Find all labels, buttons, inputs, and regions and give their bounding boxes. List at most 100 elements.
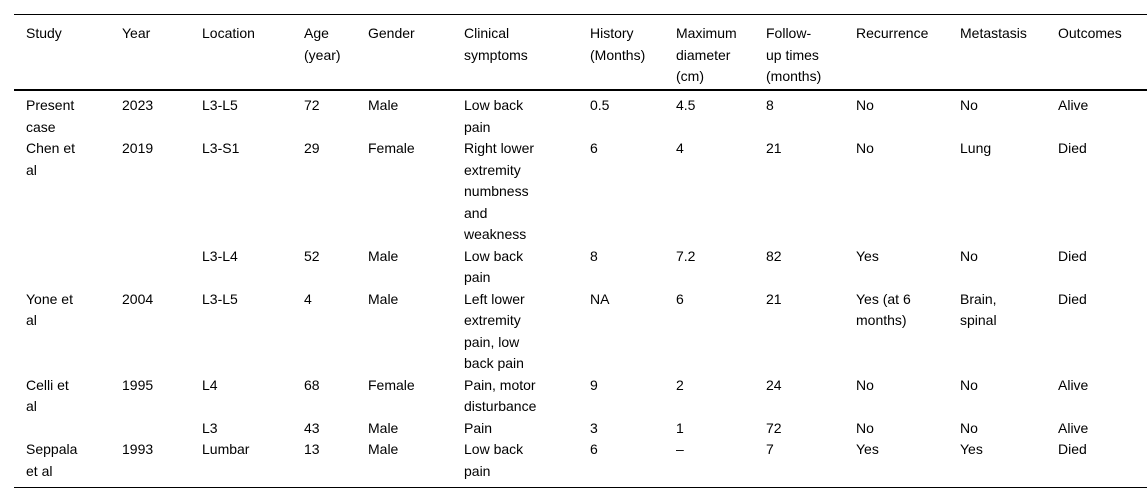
table-row: Celli et al 1995 L4 68 Female Pain, motor dis…: [14, 375, 1147, 418]
table-cell-history: 0.5: [590, 97, 610, 113]
table-cell-metastasis: Lung: [960, 140, 992, 156]
table-cell-gender: Female: [368, 140, 415, 156]
table-cell-follow-up-times: 21: [766, 290, 782, 307]
table-header-row: Study Year Location Age (year) Gender Clinica…: [14, 14, 1147, 91]
table-cell-age: 68: [304, 376, 320, 393]
table-row: L3 43 Male Pain 3 1 72 No No Alive: [14, 418, 1147, 440]
table-body: Present case 2023 L3-L5 72 Male Low back pain…: [14, 90, 1147, 488]
table-cell-age: 43: [304, 419, 320, 436]
table-cell-maximum-diameter: 4.5: [676, 97, 696, 113]
table-cell-age: 13: [304, 441, 320, 457]
table-cell-study: Chen et al: [26, 140, 76, 178]
table-cell-year: [122, 246, 202, 289]
table-cell-outcomes: Died: [1058, 290, 1087, 307]
table-cell-clinical-symptoms: Left lower extremity pain, low back pain: [464, 290, 525, 372]
table-cell-follow-up-times: 21: [766, 140, 782, 156]
table-cell-study: Yone et al: [26, 290, 73, 329]
table-cell-gender: Male: [368, 97, 399, 113]
column-header-location: Location: [202, 14, 304, 91]
table-cell-study: Seppala et al: [26, 441, 78, 479]
table-cell-year: 1995: [122, 376, 154, 393]
table-cell-outcomes: Died: [1058, 140, 1087, 156]
table-cell-year: 2019: [122, 140, 154, 156]
table-cell-study: [14, 246, 122, 289]
table-cell-recurrence: No: [856, 140, 874, 156]
table-cell-year: [122, 418, 202, 440]
table-cell-clinical-symptoms: Pain: [464, 419, 493, 436]
table-row: Seppala et al 1993 Lumbar 13 Male Low back pa…: [14, 439, 1147, 488]
table-cell-location: L3-S1: [202, 140, 240, 156]
table-cell-metastasis: Yes: [960, 441, 983, 457]
table-cell-study: Present case: [26, 97, 75, 135]
table-cell-maximum-diameter: 2: [676, 376, 684, 393]
table-cell-outcomes: Died: [1058, 441, 1087, 457]
table-cell-recurrence: No: [856, 419, 874, 436]
table-cell-year: 2004: [122, 290, 154, 307]
table-cell-history: 6: [590, 140, 598, 156]
table-cell-clinical-symptoms: Low back pain: [464, 247, 524, 286]
table-cell-history: 8: [590, 247, 598, 264]
table-cell-year: 1993: [122, 441, 154, 457]
table-cell-follow-up-times: 24: [766, 376, 782, 393]
table-cell-gender: Male: [368, 419, 399, 436]
table-cell-location: L3-L5: [202, 290, 238, 307]
table-cell-maximum-diameter: 4: [676, 140, 684, 156]
table-cell-gender: Female: [368, 376, 415, 393]
table-cell-study: Celli et al: [26, 376, 69, 415]
table-cell-history: NA: [590, 290, 610, 307]
table-cell-age: 52: [304, 247, 320, 264]
table-cell-metastasis: No: [960, 97, 978, 113]
column-header-year: Year: [122, 14, 202, 91]
table-cell-follow-up-times: 8: [766, 97, 774, 113]
table-cell-age: 4: [304, 290, 312, 307]
table-cell-history: 9: [590, 376, 598, 393]
column-header-outcomes: Outcomes: [1058, 14, 1147, 91]
table-cell-metastasis: Brain, spinal: [960, 290, 997, 329]
table-cell-gender: Male: [368, 441, 399, 457]
table-cell-location: L3-L5: [202, 97, 238, 113]
column-header-history: History (Months): [590, 14, 676, 91]
table-cell-location: L3: [202, 419, 218, 436]
table-cell-maximum-diameter: 7.2: [676, 247, 696, 264]
table-row: Chen et al 2019 L3-S1 29 Female Right lower e…: [14, 138, 1147, 246]
column-header-metastasis: Metastasis: [960, 14, 1058, 91]
table-cell-outcomes: Alive: [1058, 376, 1089, 393]
table-cell-history: 3: [590, 419, 598, 436]
table-cell-age: 29: [304, 140, 320, 156]
table-cell-follow-up-times: 72: [766, 419, 782, 436]
table-cell-gender: Male: [368, 247, 399, 264]
table-cell-clinical-symptoms: Right lower extremity numbness and weakn…: [464, 140, 535, 242]
column-header-gender: Gender: [368, 14, 464, 91]
table-cell-location: Lumbar: [202, 441, 250, 457]
table-cell-year: 2023: [122, 97, 154, 113]
table-cell-maximum-diameter: 6: [676, 290, 684, 307]
column-header-age: Age (year): [304, 14, 368, 91]
table-row: Yone et al 2004 L3-L5 4 Male Left lower extre…: [14, 289, 1147, 375]
table-cell-outcomes: Died: [1058, 247, 1087, 264]
table-cell-clinical-symptoms: Low back pain: [464, 441, 524, 479]
table-cell-recurrence: No: [856, 376, 874, 393]
table-cell-gender: Male: [368, 290, 399, 307]
table-cell-metastasis: No: [960, 419, 978, 436]
table-cell-location: L3-L4: [202, 247, 238, 264]
table-cell-age: 72: [304, 97, 320, 113]
column-header-clinical-symptoms: Clinical symptoms: [464, 14, 590, 91]
table-cell-metastasis: No: [960, 376, 978, 393]
table-cell-maximum-diameter: 1: [676, 419, 684, 436]
table-cell-recurrence: Yes: [856, 441, 879, 457]
column-header-study: Study: [14, 14, 122, 91]
table-cell-recurrence: Yes: [856, 247, 879, 264]
table-row: Present case 2023 L3-L5 72 Male Low back pain…: [14, 90, 1147, 139]
column-header-follow-up-times: Follow-up times (months): [766, 14, 856, 91]
table-cell-recurrence: Yes (at 6 months): [856, 290, 911, 329]
table-cell-outcomes: Alive: [1058, 97, 1089, 113]
document-page: Study Year Location Age (year) Gender Clinica…: [0, 14, 1147, 504]
column-header-maximum-diameter: Maximum diameter (cm): [676, 14, 766, 91]
table-cell-follow-up-times: 7: [766, 441, 774, 457]
table-cell-location: L4: [202, 376, 218, 393]
table-cell-history: 6: [590, 441, 598, 457]
table-cell-clinical-symptoms: Pain, motor disturbance: [464, 376, 537, 415]
table-cell-maximum-diameter: –: [676, 441, 684, 457]
table-cell-outcomes: Alive: [1058, 419, 1089, 436]
table-cell-metastasis: No: [960, 247, 978, 264]
